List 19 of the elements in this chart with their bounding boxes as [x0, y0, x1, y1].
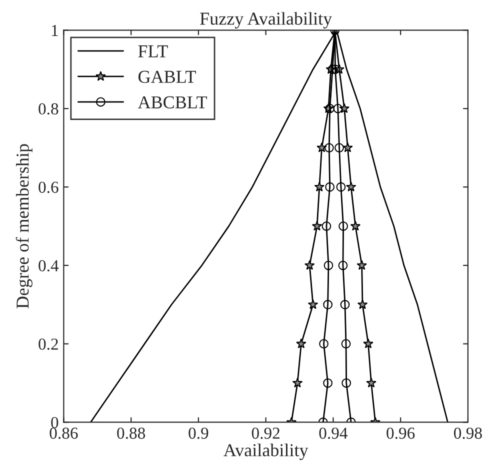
x-tick-label: 0.96 — [386, 428, 415, 439]
legend-label: FLT — [138, 45, 168, 58]
legend-label: ABCBLT — [138, 96, 208, 108]
y-tick-label: 0.8 — [38, 103, 58, 115]
y-tick-label: 0.4 — [38, 260, 59, 272]
y-tick-label: 1 — [52, 24, 58, 36]
chart-title: Fuzzy Availability — [200, 12, 332, 28]
x-tick-label: 0.92 — [252, 428, 280, 439]
y-tick-label: 0 — [51, 416, 58, 428]
x-tick-label: 0.88 — [117, 428, 146, 439]
x-tick-label: 0.98 — [454, 428, 482, 439]
y-axis-title: Degree of membership — [16, 144, 32, 308]
x-tick-label: 0.86 — [50, 428, 78, 439]
x-tick-label: 0.94 — [319, 428, 348, 439]
x-tick-label: 0.9 — [188, 428, 208, 439]
legend-label: GABLT — [138, 70, 196, 83]
x-axis-title: Availability — [224, 444, 308, 460]
y-tick-label: 0.2 — [38, 338, 58, 350]
y-tick-label: 0.6 — [38, 182, 58, 194]
